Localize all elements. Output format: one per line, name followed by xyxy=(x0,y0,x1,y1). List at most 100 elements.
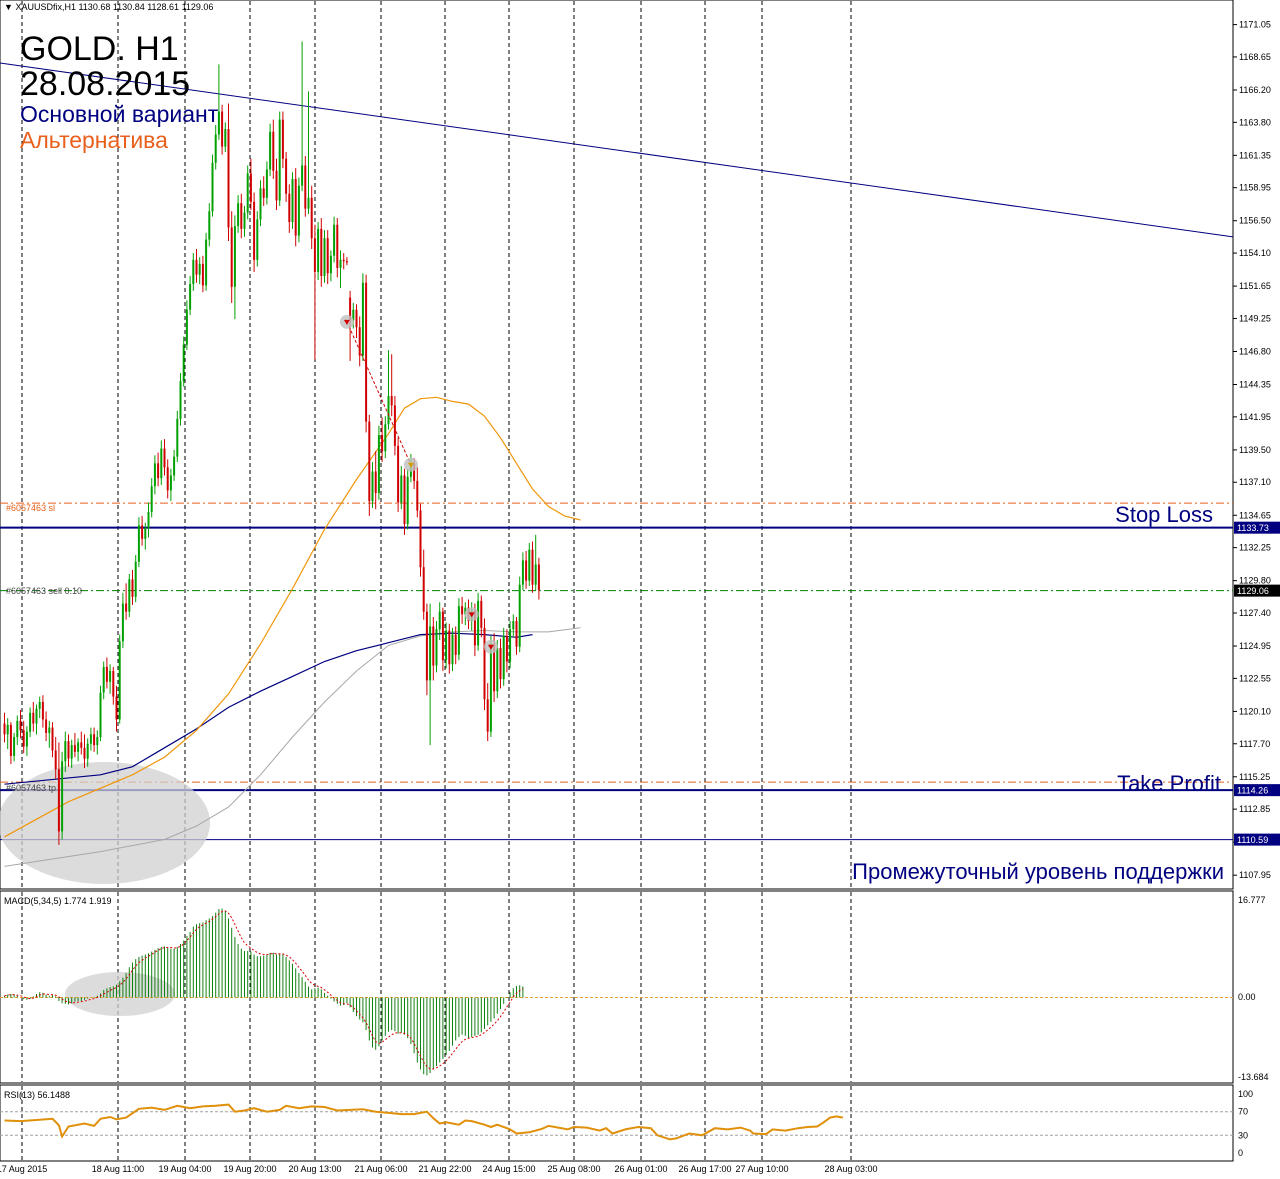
candle-body xyxy=(429,626,432,681)
candle-body xyxy=(515,621,518,647)
candle-body xyxy=(512,621,515,630)
time-gridlines xyxy=(21,1,852,1160)
candle-body xyxy=(217,111,220,135)
candle-body xyxy=(221,111,224,147)
time-tick-label: 24 Aug 15:00 xyxy=(482,1164,535,1174)
candle-body xyxy=(265,169,268,198)
candle-body xyxy=(153,463,156,487)
candle-body xyxy=(38,701,41,709)
candle-body xyxy=(61,761,64,832)
candle-body xyxy=(464,607,467,615)
candle-body xyxy=(121,603,124,642)
candle-body xyxy=(502,635,505,680)
candle-body xyxy=(323,238,326,276)
price-axis: 1171.05 1168.65 1166.20 1163.80 1161.35 1158.… xyxy=(1233,20,1271,880)
candle-body xyxy=(131,579,134,597)
rsi-level-label: 100 xyxy=(1238,1089,1253,1099)
candle-body xyxy=(454,634,457,655)
candle-body xyxy=(326,238,329,274)
candle-body xyxy=(35,708,38,724)
candle-body xyxy=(518,584,521,647)
candle-body xyxy=(198,263,201,275)
candle-body xyxy=(243,212,246,229)
rsi-label: RSI(13) 56.1488 xyxy=(4,1090,71,1100)
stop-loss-tag: #6057463 sl xyxy=(6,503,56,513)
candle-body xyxy=(525,560,528,581)
take-profit-tag: #6057463 tp xyxy=(6,783,57,793)
candle-body xyxy=(185,309,188,345)
price-tick-label: 1158.95 xyxy=(1239,183,1271,193)
candle-body xyxy=(86,743,89,759)
time-tick-label: 17 Aug 2015 xyxy=(0,1164,47,1174)
candle-body xyxy=(457,606,460,655)
candle-body xyxy=(253,201,256,260)
sell-order-tag: #6057463 sell 0.10 xyxy=(6,586,83,596)
time-tick-label: 19 Aug 20:00 xyxy=(223,1164,276,1174)
candle-body xyxy=(118,641,121,720)
trade-arrow-icon xyxy=(487,644,494,650)
candle-body xyxy=(45,719,48,733)
candle-body xyxy=(93,734,96,746)
candle-body xyxy=(269,131,272,170)
stop-loss-label: Stop Loss xyxy=(1115,502,1213,527)
price-tick-label: 1132.25 xyxy=(1239,543,1271,553)
candle-body xyxy=(278,119,281,201)
candle-body xyxy=(89,734,92,744)
candle-body xyxy=(77,742,80,752)
candle-body xyxy=(13,737,16,756)
candle-body xyxy=(461,606,464,615)
candle-body xyxy=(374,471,377,494)
intermediate-support-label: Промежуточный уровень поддержки xyxy=(852,859,1224,884)
price-tick-label: 1134.65 xyxy=(1239,510,1271,520)
candle-body xyxy=(403,475,406,525)
macd-series xyxy=(0,908,1233,1076)
candle-body xyxy=(406,476,409,525)
candle-body xyxy=(19,720,22,731)
price-tick-label: 1171.05 xyxy=(1239,20,1271,30)
candle-body xyxy=(317,228,320,272)
candle-body xyxy=(211,162,214,212)
candle-body xyxy=(441,611,444,661)
legend-main: Основной вариант xyxy=(20,101,219,127)
candle-body xyxy=(531,549,534,585)
candle-body xyxy=(336,224,339,268)
time-tick-label: 27 Aug 10:00 xyxy=(735,1164,788,1174)
current-price-badge-bg xyxy=(1234,584,1280,597)
resistance-badge-bg xyxy=(1234,521,1280,534)
candle-body xyxy=(307,197,310,209)
candle-body xyxy=(320,228,323,276)
symbol-triangle-icon: ▼ xyxy=(4,2,13,12)
candle-body xyxy=(22,730,25,747)
candle-body xyxy=(288,193,291,223)
candle-body xyxy=(57,769,60,832)
candle-body xyxy=(25,731,28,747)
price-tick-label: 1141.95 xyxy=(1239,412,1271,422)
candle-body xyxy=(400,475,403,503)
candle-body xyxy=(256,219,259,260)
ema-orange-line xyxy=(4,396,581,838)
candle-body xyxy=(262,188,265,198)
candle-body xyxy=(16,720,19,738)
rsi-level-label: 0 xyxy=(1238,1148,1243,1158)
candle-body xyxy=(435,629,438,666)
rsi-level-label: 30 xyxy=(1238,1130,1248,1140)
candle-body xyxy=(537,564,540,591)
candle-body xyxy=(160,448,163,479)
candle-body xyxy=(368,421,371,502)
candle-body xyxy=(3,723,6,735)
candle-body xyxy=(112,670,115,697)
ma-gray-line xyxy=(4,627,581,867)
candle-body xyxy=(371,471,374,502)
downtrend-line xyxy=(0,62,1234,238)
time-tick-label: 26 Aug 01:00 xyxy=(614,1164,667,1174)
price-tick-label: 1146.80 xyxy=(1239,346,1271,356)
candle-body xyxy=(157,463,160,479)
time-tick-label: 19 Aug 04:00 xyxy=(158,1164,211,1174)
candle-body xyxy=(147,511,150,529)
candle-body xyxy=(528,549,531,581)
support-badge-bg xyxy=(1234,784,1280,797)
candle-body xyxy=(301,165,304,186)
trade-path-line xyxy=(346,321,412,465)
price-tick-label: 1127.40 xyxy=(1239,608,1271,618)
